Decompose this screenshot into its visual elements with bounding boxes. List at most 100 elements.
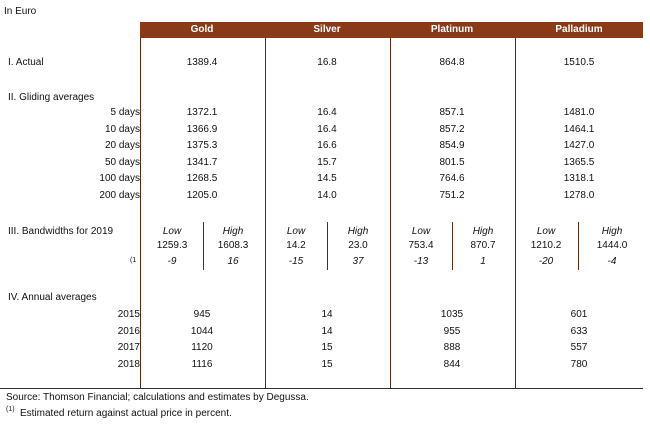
cell-value: 16.6	[317, 140, 337, 152]
return-value: 1	[480, 256, 486, 267]
column-divider	[265, 38, 266, 388]
cell-value: 1365.5	[563, 156, 595, 168]
return-value: -20	[538, 256, 554, 267]
cell-value: 764.6	[439, 173, 465, 185]
cell-value: 1268.5	[186, 173, 218, 185]
sub-header: Low	[411, 226, 431, 237]
footnote-marker: (1)	[6, 406, 15, 413]
subcolumn-divider	[327, 222, 328, 270]
cell-value: 801.5	[439, 156, 465, 168]
cell-value: 1366.9	[186, 123, 218, 135]
cell-value: 14.0	[317, 190, 337, 201]
sub-header: Low	[162, 226, 182, 237]
return-value: -15	[288, 256, 304, 267]
cell-value: 1210.2	[530, 240, 562, 251]
cell-value: 14.5	[317, 173, 337, 185]
cell-value: 1044	[190, 325, 214, 337]
cell-value: 1427.0	[563, 140, 595, 152]
cell-value: 1510.5	[563, 57, 595, 68]
cell-value: 23.0	[348, 240, 368, 251]
cell-value: 15	[321, 342, 333, 354]
column-divider	[515, 38, 516, 388]
row-label: 5 days	[110, 107, 140, 118]
cell-value: 864.8	[439, 57, 465, 68]
cell-value: 1375.3	[186, 140, 218, 152]
sub-header: Low	[286, 226, 306, 237]
cell-value: 1120	[191, 342, 213, 354]
cell-value: 601	[570, 309, 588, 320]
cell-value: 888	[443, 342, 461, 354]
cell-value: 1608.3	[217, 240, 249, 251]
header-bar	[140, 22, 643, 38]
cell-value: 1318.1	[563, 173, 595, 185]
table-bottom-rule	[0, 388, 643, 389]
cell-value: 854.9	[439, 140, 465, 152]
cell-value: 557	[570, 342, 588, 354]
cell-value: 15	[321, 358, 333, 370]
return-value: 37	[352, 256, 364, 267]
column-header: Gold	[190, 24, 214, 35]
cell-value: 14	[321, 325, 333, 337]
column-header: Silver	[313, 24, 341, 35]
column-header: Palladium	[555, 24, 603, 35]
row-label: 100 days	[99, 173, 140, 185]
cell-value: 633	[570, 325, 588, 337]
cell-value: 751.2	[439, 190, 465, 201]
footnote-marker: (1	[130, 257, 137, 264]
cell-value: 857.2	[439, 123, 465, 135]
unit-note: In Euro	[4, 6, 37, 17]
cell-value: 1341.7	[186, 156, 218, 168]
sub-header: High	[472, 226, 494, 237]
cell-value: 844	[443, 358, 461, 370]
section-title: II. Gliding averages	[8, 92, 95, 103]
cell-value: 1278.0	[563, 190, 595, 201]
section-title: I. Actual	[8, 57, 44, 68]
row-label: 2018	[117, 358, 140, 370]
cell-value: 16.8	[317, 57, 337, 68]
cell-value: 780	[570, 358, 588, 370]
cell-value: 1205.0	[186, 190, 218, 201]
cell-value: 16.4	[317, 123, 337, 135]
row-label: 10 days	[104, 123, 140, 135]
subcolumn-divider	[578, 222, 579, 270]
row-label: 2017	[117, 342, 140, 354]
cell-value: 1481.0	[563, 107, 595, 118]
cell-value: 1259.3	[156, 240, 188, 251]
cell-value: 1035	[440, 309, 464, 320]
cell-value: 945	[193, 309, 211, 320]
column-divider	[390, 38, 391, 388]
cell-value: 1389.4	[186, 57, 218, 68]
cell-value: 870.7	[470, 240, 496, 251]
column-header: Platinum	[430, 24, 474, 35]
return-value: -4	[607, 256, 617, 267]
return-value: 16	[227, 256, 239, 267]
sub-header: High	[222, 226, 244, 237]
cell-value: 1372.1	[186, 107, 218, 118]
row-label: 20 days	[104, 140, 140, 152]
cell-value: 857.1	[439, 107, 465, 118]
subcolumn-divider	[452, 222, 453, 270]
row-label: 50 days	[104, 156, 140, 168]
column-divider	[140, 38, 141, 388]
sub-header: Low	[536, 226, 556, 237]
section-title: IV. Annual averages	[8, 292, 97, 303]
cell-value: 14.2	[286, 240, 306, 251]
row-label: 2016	[117, 325, 140, 337]
row-label: 200 days	[99, 190, 140, 201]
subcolumn-divider	[203, 222, 204, 270]
cell-value: 1116	[191, 358, 213, 370]
section-title: III. Bandwidths for 2019	[8, 226, 114, 237]
return-value: -13	[413, 256, 429, 267]
footnote-text: Estimated return against actual price in…	[20, 408, 232, 419]
sub-header: High	[601, 226, 623, 237]
cell-value: 1444.0	[596, 240, 628, 251]
cell-value: 1464.1	[563, 123, 595, 135]
row-label: 2015	[117, 309, 140, 320]
cell-value: 16.4	[317, 107, 337, 118]
cell-value: 753.4	[408, 240, 434, 251]
cell-value: 955	[443, 325, 461, 337]
sub-header: High	[347, 226, 369, 237]
return-value: -9	[167, 256, 177, 267]
cell-value: 14	[321, 309, 333, 320]
